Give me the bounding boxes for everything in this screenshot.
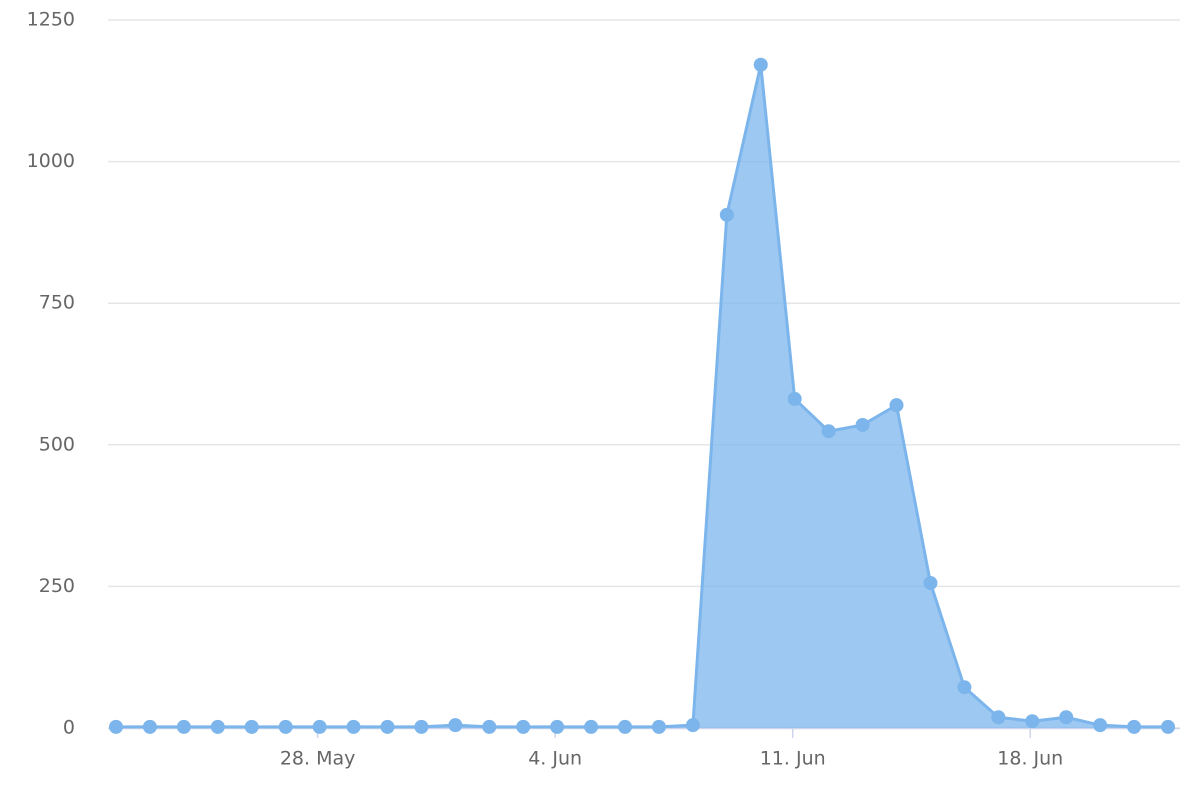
point-marker: [1025, 714, 1040, 729]
point-marker: [210, 719, 225, 734]
point-marker: [719, 207, 734, 222]
y-tick-label: 0: [63, 717, 75, 739]
point-marker: [414, 719, 429, 734]
y-tick-label: 250: [39, 575, 75, 597]
point-marker: [1127, 719, 1142, 734]
point-marker: [448, 718, 463, 733]
point-marker: [142, 719, 157, 734]
point-marker: [584, 719, 599, 734]
point-marker: [991, 710, 1006, 725]
point-marker: [618, 719, 633, 734]
area-fill: [116, 64, 1168, 728]
point-marker: [109, 719, 123, 734]
point-marker: [550, 719, 565, 734]
point-marker: [855, 417, 870, 432]
point-marker: [821, 424, 836, 439]
x-tick-label: 18. Jun: [997, 748, 1063, 770]
point-marker: [957, 680, 972, 695]
point-marker: [244, 719, 259, 734]
point-marker: [380, 719, 395, 734]
y-tick-label: 1000: [27, 150, 75, 172]
point-marker: [176, 719, 191, 734]
x-tick-label: 4. Jun: [528, 748, 582, 770]
x-tick-label: 11. Jun: [760, 748, 826, 770]
point-marker: [312, 719, 327, 734]
point-marker: [1093, 718, 1108, 733]
point-marker: [651, 719, 666, 734]
point-marker: [787, 391, 802, 406]
point-marker: [685, 718, 700, 733]
point-marker: [1161, 719, 1175, 734]
y-tick-label: 500: [39, 433, 75, 455]
point-marker: [278, 719, 293, 734]
point-marker: [753, 57, 768, 72]
point-marker: [516, 719, 531, 734]
point-marker: [482, 719, 497, 734]
y-tick-label: 750: [39, 292, 75, 314]
point-marker: [923, 576, 938, 591]
x-tick-label: 28. May: [280, 748, 356, 770]
point-marker: [346, 719, 361, 734]
point-marker: [1059, 710, 1074, 725]
y-tick-label: 1250: [27, 9, 75, 31]
point-marker: [889, 398, 904, 413]
area-line: [116, 63, 1168, 729]
